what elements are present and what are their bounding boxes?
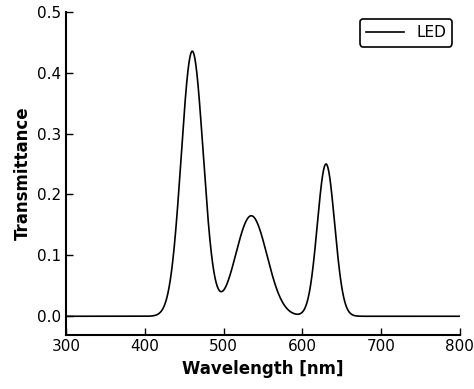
X-axis label: Wavelength [nm]: Wavelength [nm] xyxy=(182,360,344,378)
LED xyxy=(296,312,302,316)
Y-axis label: Transmittance: Transmittance xyxy=(14,106,32,240)
LED xyxy=(190,49,195,54)
LED xyxy=(376,314,382,319)
LED xyxy=(355,314,361,319)
LED xyxy=(206,226,212,231)
Line: LED: LED xyxy=(66,51,460,316)
LED xyxy=(64,314,69,319)
Legend: LED: LED xyxy=(360,19,452,47)
LED xyxy=(83,314,89,319)
LED xyxy=(457,314,463,319)
LED xyxy=(313,232,319,237)
